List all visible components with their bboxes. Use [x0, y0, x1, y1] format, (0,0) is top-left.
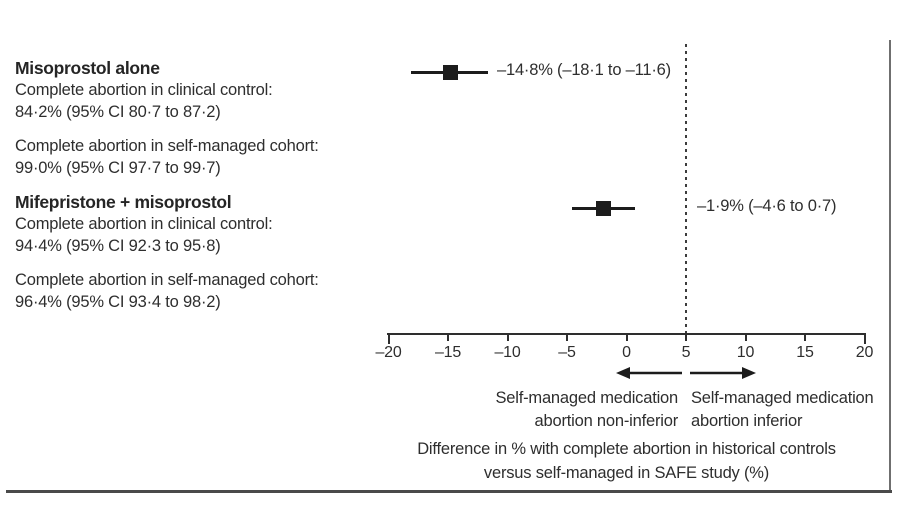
x-tick-label: 0	[622, 344, 631, 361]
x-axis-title: Difference in % with complete abortion i…	[346, 437, 905, 485]
right-arrow-icon	[690, 367, 756, 379]
left-arrow-icon	[616, 367, 682, 379]
caption-line: versus self-managed in SAFE study (%)	[483, 464, 770, 482]
label-line: abortion non-inferior	[534, 411, 679, 430]
x-tick-label: 15	[796, 344, 814, 361]
control-label: Complete abortion in clinical control:	[15, 215, 273, 233]
group-title: Misoprostol alone	[15, 58, 160, 78]
x-tick	[744, 333, 747, 341]
x-tick	[506, 333, 509, 341]
x-tick-label: –5	[558, 344, 576, 361]
cohort-label: Complete abortion in self-managed cohort…	[15, 271, 319, 289]
x-tick	[863, 333, 866, 344]
x-tick-label: 5	[681, 344, 691, 361]
x-tick	[804, 333, 806, 341]
label-line: Self-managed medication	[495, 389, 678, 407]
label-line: abortion inferior	[691, 411, 803, 430]
point-estimate-marker	[442, 64, 458, 80]
point-estimate-marker	[596, 200, 612, 216]
figure-border-bottom	[6, 490, 892, 493]
x-tick-label: –20	[375, 344, 402, 361]
inferior-direction-label: Self-managed medication abortion inferio…	[691, 387, 905, 432]
control-value: 84·2% (95% CI 80·7 to 87·2)	[15, 103, 221, 121]
x-tick	[387, 333, 390, 344]
group-mifepristone-misoprostol: Mifepristone + misoprostol Complete abor…	[15, 191, 375, 313]
x-tick	[685, 333, 687, 341]
label-line: Self-managed medication	[691, 389, 874, 407]
estimate-annotation: –1·9% (–4·6 to 0·7)	[697, 197, 837, 215]
x-tick	[566, 333, 568, 341]
cohort-value: 96·4% (95% CI 93·4 to 98·2)	[15, 293, 221, 311]
cohort-value: 99·0% (95% CI 97·7 to 99·7)	[15, 159, 221, 177]
control-label: Complete abortion in clinical control:	[15, 81, 273, 99]
x-tick-label: 10	[736, 344, 755, 361]
x-tick-label: –15	[434, 344, 462, 361]
estimate-annotation: –14·8% (–18·1 to –11·6)	[497, 61, 671, 79]
x-tick-label: 20	[855, 344, 874, 361]
x-tick	[447, 333, 449, 341]
caption-line: Difference in % with complete abortion i…	[417, 440, 836, 458]
group-title: Mifepristone + misoprostol	[15, 192, 232, 212]
control-value: 94·4% (95% CI 92·3 to 95·8)	[15, 237, 221, 255]
x-tick-label: –10	[494, 344, 521, 361]
figure-border-right	[889, 40, 891, 492]
noninferiority-reference-line	[685, 44, 687, 334]
noninferior-direction-label: Self-managed medication abortion non-inf…	[420, 387, 678, 432]
cohort-label: Complete abortion in self-managed cohort…	[15, 137, 319, 155]
x-tick	[625, 333, 628, 341]
group-misoprostol-alone: Misoprostol alone Complete abortion in c…	[15, 57, 375, 179]
